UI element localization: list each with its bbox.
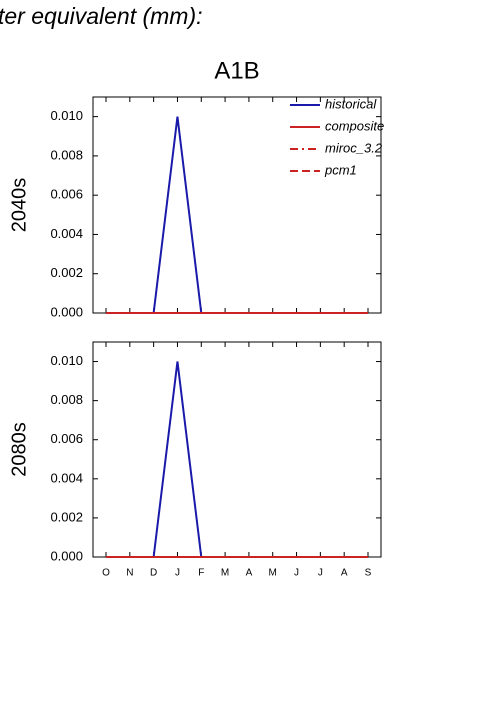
- y-tick-label: 0.010: [50, 353, 83, 368]
- panel-title: A1B: [214, 57, 259, 84]
- y-tick-label: 0.004: [50, 470, 83, 485]
- y-tick-label: 0.002: [50, 509, 83, 524]
- y-tick-label: 0.000: [50, 304, 83, 319]
- x-tick-label: S: [365, 568, 372, 579]
- x-tick-label: D: [150, 568, 157, 579]
- y-tick-label: 0.006: [50, 431, 83, 446]
- x-tick-label: J: [175, 568, 180, 579]
- plot-frame: [92, 341, 382, 558]
- page-title: ter equivalent (mm):: [0, 3, 203, 29]
- y-axis-label: 2080s: [8, 422, 30, 477]
- x-tick-label: O: [102, 568, 110, 579]
- y-tick-label: 0.000: [50, 548, 83, 563]
- x-tick-label: A: [246, 568, 253, 579]
- x-tick-label: N: [126, 568, 133, 579]
- x-tick-label: A: [341, 568, 348, 579]
- legend-label: pcm1: [324, 162, 357, 177]
- legend-label: composite: [325, 118, 384, 133]
- y-tick-label: 0.008: [50, 147, 83, 162]
- legend-label: miroc_3.2: [325, 140, 383, 155]
- y-tick-label: 0.008: [50, 392, 83, 407]
- x-tick-label: J: [294, 568, 299, 579]
- x-tick-label: F: [198, 568, 204, 579]
- series-line: [106, 361, 368, 558]
- y-axis-label: 2040s: [8, 178, 30, 233]
- legend-label: historical: [325, 96, 377, 111]
- y-tick-label: 0.006: [50, 187, 83, 202]
- x-tick-label: J: [318, 568, 323, 579]
- x-tick-label: M: [269, 568, 277, 579]
- y-tick-label: 0.010: [50, 108, 83, 123]
- y-tick-label: 0.002: [50, 265, 83, 280]
- x-tick-label: M: [221, 568, 229, 579]
- y-tick-label: 0.004: [50, 226, 83, 241]
